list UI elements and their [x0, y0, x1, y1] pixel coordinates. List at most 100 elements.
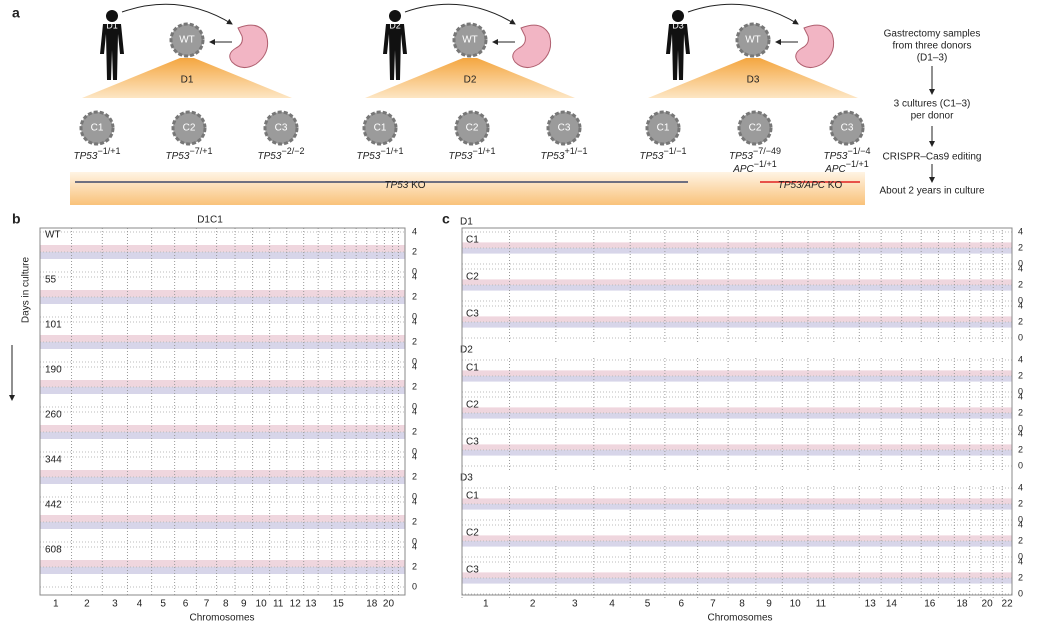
loss-band — [40, 567, 405, 574]
y-tick-label: 2 — [1018, 242, 1023, 252]
gain-band — [40, 290, 405, 297]
culture-label: C2 — [183, 123, 196, 134]
gene: APC — [732, 164, 754, 175]
loss-band — [462, 541, 1012, 547]
panel-label: c — [442, 211, 450, 227]
x-tick-label: 4 — [609, 599, 615, 610]
organoid — [263, 110, 299, 146]
y-tick-label: 0 — [412, 266, 417, 276]
x-tick-label: 8 — [223, 599, 229, 610]
y-tick-label: 4 — [412, 541, 417, 551]
step-text: (D1–3) — [917, 53, 948, 64]
x-tick-label: 6 — [678, 599, 684, 610]
gene: TP53 — [541, 151, 565, 162]
culture-label: C2 — [749, 123, 762, 134]
donor-label: D3 — [747, 75, 760, 86]
culture-label: C2 — [466, 400, 479, 411]
donor-figure-label: D1 — [106, 20, 118, 30]
superscript: −7/+1 — [189, 146, 212, 156]
donor-label: D2 — [464, 75, 477, 86]
genotype: TP53−1/+1 — [357, 146, 404, 161]
genotype: TP53−1/+1 — [74, 146, 121, 161]
step-text: About 2 years in culture — [879, 186, 984, 197]
organoid-label: WT — [745, 35, 761, 46]
x-tick-label: 13 — [865, 599, 877, 610]
y-tick-label: 2 — [1018, 498, 1023, 508]
x-tick-label: 8 — [739, 599, 745, 610]
y-tick-label: 4 — [412, 496, 417, 506]
genotype: TP53−2/−2 — [258, 146, 305, 161]
loss-band — [40, 522, 405, 529]
gain-band — [40, 425, 405, 432]
organoid — [79, 110, 115, 146]
y-tick-label: 2 — [412, 336, 417, 346]
y-tick-label: 4 — [412, 226, 417, 236]
donor-label: D2 — [460, 345, 473, 356]
superscript: −1/+1 — [380, 146, 403, 156]
y-tick-label: 0 — [412, 491, 417, 501]
culture-label: C1 — [466, 363, 479, 374]
loss-band — [462, 248, 1012, 254]
x-tick-label: 1 — [483, 599, 489, 610]
superscript: −1/+1 — [754, 159, 777, 169]
genotype: TP53−7/−49 — [729, 146, 781, 161]
organoid — [362, 110, 398, 146]
gain-band — [462, 370, 1012, 376]
stomach — [795, 24, 835, 68]
gain-band — [462, 316, 1012, 322]
gene: TP53 — [824, 151, 848, 162]
x-tick-label: 20 — [383, 599, 395, 610]
timepoint: 608 — [45, 545, 62, 556]
y-tick-label: 4 — [1018, 428, 1023, 438]
stomach — [229, 24, 269, 68]
gain-band — [462, 572, 1012, 578]
x-axis-label: Chromosomes — [707, 613, 772, 624]
y-tick-label: 0 — [412, 356, 417, 366]
timepoint: 101 — [45, 320, 62, 331]
x-tick-label: 3 — [112, 599, 118, 610]
gain-band — [40, 335, 405, 342]
donor-label: D1 — [460, 217, 473, 228]
arrow-curve — [687, 3, 799, 25]
y-tick-label: 4 — [412, 406, 417, 416]
timepoint: 190 — [45, 365, 62, 376]
y-tick-label: 2 — [412, 471, 417, 481]
x-tick-label: 4 — [137, 599, 143, 610]
arrow-curve — [121, 3, 233, 25]
y-tick-label: 4 — [1018, 226, 1023, 236]
genotype: TP53−1/−1 — [640, 146, 687, 161]
y-tick-label: 0 — [1018, 332, 1023, 342]
y-tick-label: 4 — [1018, 354, 1023, 364]
y-tick-label: 0 — [1018, 258, 1023, 268]
y-tick-label: 4 — [1018, 300, 1023, 310]
x-tick-label: 18 — [366, 599, 378, 610]
step-text: Gastrectomy samples — [884, 29, 981, 40]
genotype: TP53+1/−1 — [541, 146, 588, 161]
organoid — [735, 22, 771, 58]
x-tick-label: 2 — [84, 599, 90, 610]
timepoint: 260 — [45, 410, 62, 421]
x-tick-label: 2 — [530, 599, 536, 610]
y-tick-label: 4 — [1018, 482, 1023, 492]
x-tick-label: 13 — [305, 599, 317, 610]
x-tick-label: 10 — [256, 599, 268, 610]
culture-label: C2 — [466, 272, 479, 283]
y-tick-label: 0 — [412, 401, 417, 411]
gain-band — [40, 380, 405, 387]
donor-label: D1 — [181, 75, 194, 86]
organoid — [454, 110, 490, 146]
loss-band — [462, 504, 1012, 510]
culture-label: C3 — [466, 437, 479, 448]
person-head — [672, 10, 684, 22]
gain-band — [462, 279, 1012, 285]
gain-band — [40, 515, 405, 522]
superscript: −1/+1 — [472, 146, 495, 156]
superscript: −1/+1 — [846, 159, 869, 169]
y-tick-label: 2 — [1018, 407, 1023, 417]
gain-band — [462, 444, 1012, 450]
y-tick-label: 0 — [1018, 514, 1023, 524]
y-tick-label: 4 — [412, 271, 417, 281]
triangle — [648, 58, 858, 98]
y-tick-label: 2 — [412, 561, 417, 571]
x-tick-label: 10 — [790, 599, 802, 610]
